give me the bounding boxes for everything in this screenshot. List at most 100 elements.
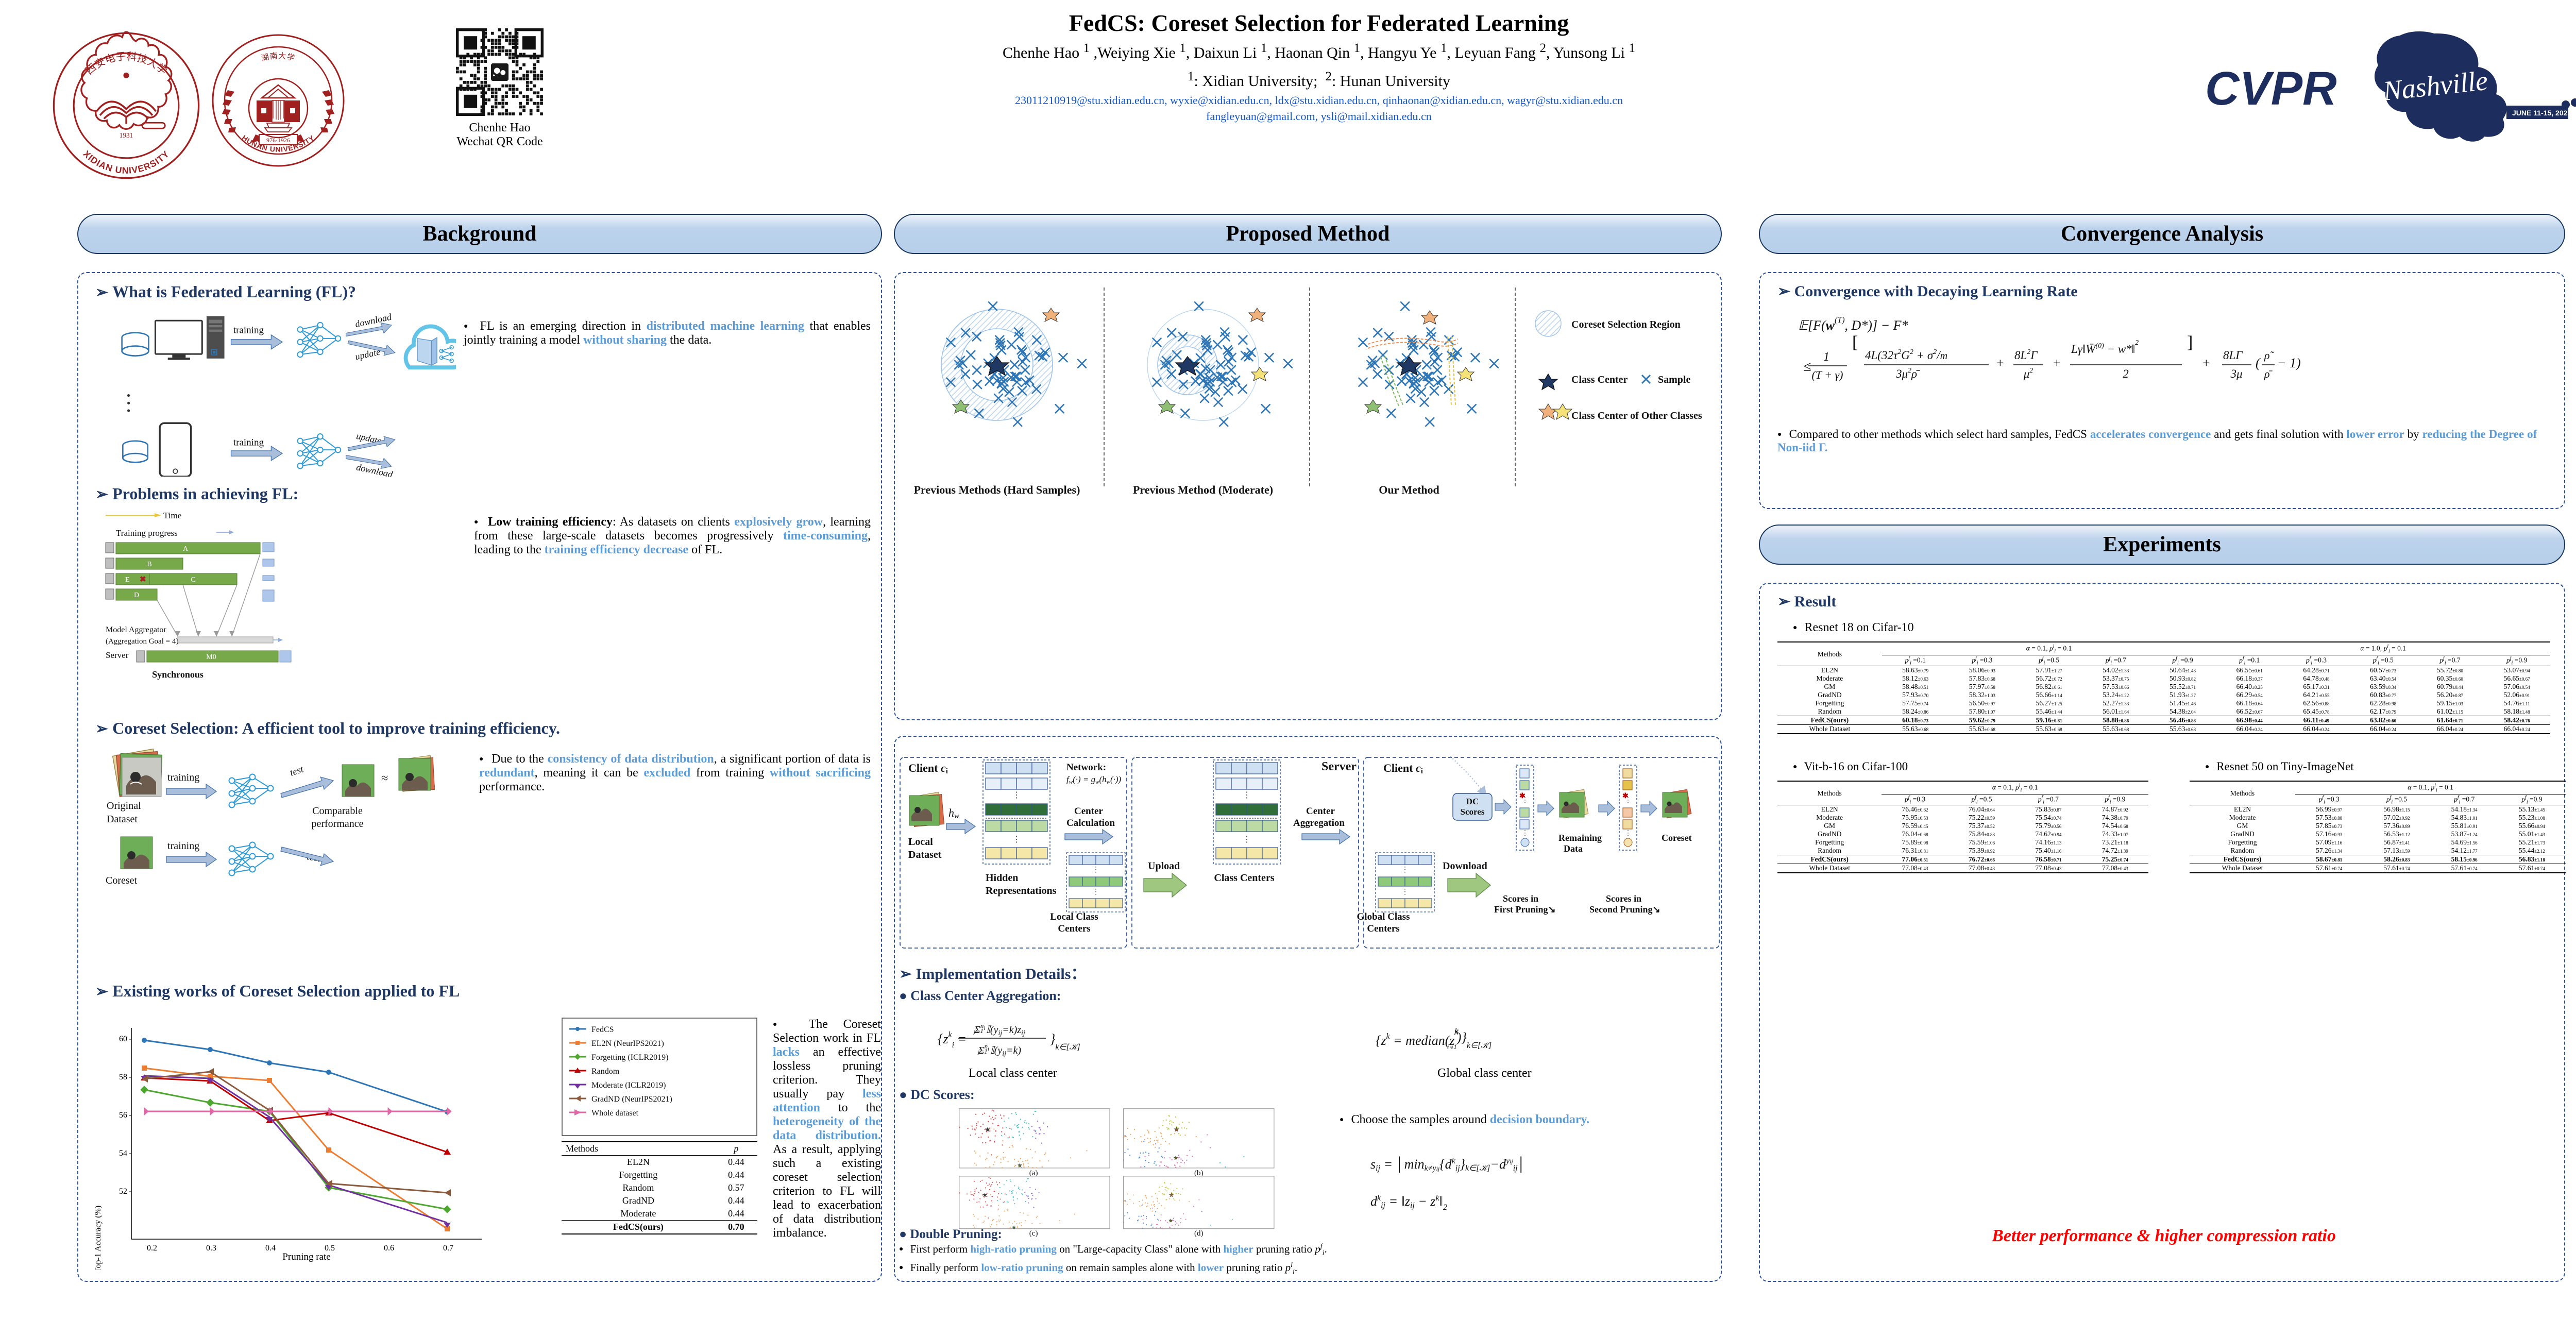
svg-text:B: B (147, 561, 151, 568)
svg-text:Data: Data (1564, 843, 1583, 854)
svg-text:performance: performance (311, 818, 363, 830)
svg-text:Model Aggregator: Model Aggregator (106, 625, 166, 634)
svg-text:Aggregation: Aggregation (1293, 818, 1345, 828)
svg-text:Synchronous: Synchronous (152, 669, 204, 680)
svg-text:8LΓ: 8LΓ (2223, 349, 2243, 362)
svg-text:Local: Local (908, 836, 933, 848)
svg-text:Network:: Network: (1066, 762, 1106, 773)
svg-text:1: 1 (1823, 350, 1829, 364)
svg-text:First Pruning↘: First Pruning↘ (1494, 904, 1556, 915)
svg-text:+: + (1996, 356, 2004, 370)
svg-text:Calculation: Calculation (1066, 818, 1115, 828)
svg-text:Class Center: Class Center (1571, 374, 1628, 385)
svg-text:training: training (167, 772, 199, 783)
svg-text:ρ̃: ρ̃ (2264, 349, 2275, 362)
svg-text:(T + γ): (T + γ) (1811, 368, 1843, 381)
svg-text:Scores in: Scores in (1606, 893, 1641, 904)
svg-text:Client ci: Client ci (908, 762, 948, 775)
svg-text:Coreset: Coreset (1662, 833, 1692, 843)
svg-text:ρ̄: ρ̄ (2264, 367, 2273, 380)
svg-text:Pruning rate: Pruning rate (282, 1252, 330, 1262)
svg-text:Sample: Sample (1658, 374, 1690, 385)
svg-text:FedCS: FedCS (591, 1025, 614, 1034)
svg-text:JUNE 11-15, 2025: JUNE 11-15, 2025 (2512, 109, 2571, 117)
svg-text:Σnij=1 𝕀(yij=k): Σnij=1 𝕀(yij=k) (977, 1042, 1021, 1058)
svg-text:0.5: 0.5 (325, 1244, 335, 1253)
svg-text:Random: Random (591, 1067, 620, 1076)
svg-text:✖: ✖ (140, 575, 146, 584)
svg-text:Previous Methods (Hard Samples: Previous Methods (Hard Samples) (914, 483, 1080, 496)
svg-text:Center: Center (1306, 806, 1335, 817)
svg-text:M0: M0 (206, 653, 216, 661)
svg-text:Class Center of Other Classes: Class Center of Other Classes (1571, 410, 1702, 421)
svg-text:Comparable: Comparable (312, 805, 363, 817)
svg-text:⋮: ⋮ (1092, 888, 1099, 896)
svg-text:− 1): − 1) (2277, 356, 2301, 370)
svg-text:Upload: Upload (1148, 860, 1180, 872)
svg-text:Previous Method (Moderate): Previous Method (Moderate) (1133, 483, 1273, 496)
svg-text:GradND (NeurIPS2021): GradND (NeurIPS2021) (591, 1095, 672, 1104)
svg-text:+: + (2202, 356, 2210, 370)
svg-text:⋮: ⋮ (1012, 791, 1021, 800)
svg-text:(c): (c) (1029, 1229, 1038, 1238)
svg-text:C: C (191, 576, 195, 584)
svg-text:Dataset: Dataset (908, 849, 942, 860)
svg-text:⋮: ⋮ (1401, 888, 1409, 896)
svg-text:]: ] (2187, 333, 2193, 352)
svg-text:CVPR: CVPR (2205, 62, 2337, 115)
svg-text:+: + (2053, 356, 2061, 370)
svg-text:Global Class: Global Class (1357, 911, 1410, 922)
svg-text:Forgetting (ICLR2019): Forgetting (ICLR2019) (591, 1053, 668, 1062)
svg-text:Coreset Selection Region: Coreset Selection Region (1571, 319, 1681, 330)
svg-text:μ2: μ2 (2023, 367, 2033, 380)
svg-text:DC: DC (1466, 797, 1479, 806)
svg-text:Σnij=1 𝕀(yij=k)zij: Σnij=1 𝕀(yij=k)zij (973, 1022, 1025, 1037)
svg-text:⋮: ⋮ (1522, 829, 1529, 837)
svg-text:Server: Server (1321, 760, 1357, 773)
svg-text:Scores in: Scores in (1503, 893, 1538, 904)
svg-text:test: test (289, 764, 305, 778)
svg-text:E: E (125, 576, 130, 584)
svg-text:EL2N (NeurIPS2021): EL2N (NeurIPS2021) (591, 1039, 664, 1048)
svg-text:{zki =: {zki = (938, 1030, 967, 1050)
svg-text:Center: Center (1074, 806, 1103, 817)
svg-text:D: D (134, 591, 139, 599)
svg-text:⋮: ⋮ (1243, 835, 1251, 844)
svg-text:Lγ‖W̄(0) − w*‖2: Lγ‖W̄(0) − w*‖2 (2071, 339, 2139, 356)
svg-text:52: 52 (119, 1187, 127, 1196)
svg-text:Hidden: Hidden (986, 872, 1018, 884)
svg-text:3μ2ρ̄: 3μ2ρ̄ (1895, 367, 1920, 380)
svg-text:Coreset: Coreset (106, 875, 138, 886)
svg-text:≈: ≈ (381, 772, 388, 785)
svg-text:⋮: ⋮ (1401, 866, 1409, 874)
svg-text:4L(32τ2G2 + σ2/m: 4L(32τ2G2 + σ2/m (1865, 348, 1947, 362)
svg-text:Client ci: Client ci (1383, 762, 1423, 775)
svg-text:Time: Time (163, 513, 181, 520)
svg-text:Whole dataset: Whole dataset (591, 1109, 639, 1118)
svg-text:[: [ (1852, 333, 1858, 352)
svg-text:(: ( (2256, 356, 2261, 370)
svg-text:Class Centers: Class Centers (1214, 872, 1274, 884)
svg-text:}k∈[𝒦]: }k∈[𝒦] (1050, 1031, 1080, 1052)
svg-text:湖南大学: 湖南大学 (260, 52, 296, 63)
svg-text:Dataset: Dataset (107, 814, 138, 825)
svg-text:Remaining: Remaining (1558, 833, 1602, 843)
svg-text:0.2: 0.2 (147, 1244, 157, 1253)
svg-text:Our Method: Our Method (1379, 483, 1439, 496)
svg-text:Moderate (ICLR2019): Moderate (ICLR2019) (591, 1081, 666, 1090)
svg-text:0.4: 0.4 (265, 1244, 276, 1253)
svg-text:Download: Download (1443, 860, 1487, 872)
svg-text:Original: Original (107, 800, 141, 811)
svg-text:58: 58 (119, 1073, 127, 1081)
svg-text:dkij = ‖zij − zk‖2: dkij = ‖zij − zk‖2 (1370, 1194, 1447, 1212)
svg-text:0.3: 0.3 (206, 1244, 216, 1253)
svg-text:0.6: 0.6 (384, 1244, 394, 1253)
svg-text:2: 2 (2123, 367, 2129, 380)
svg-text:1931: 1931 (120, 131, 133, 139)
svg-text:Representations: Representations (986, 885, 1057, 897)
svg-text:Server: Server (106, 650, 129, 660)
svg-text:Top-1 Accuracy (%): Top-1 Accuracy (%) (94, 1206, 103, 1270)
svg-text:training: training (167, 840, 199, 852)
svg-text:⋮: ⋮ (1625, 796, 1632, 804)
